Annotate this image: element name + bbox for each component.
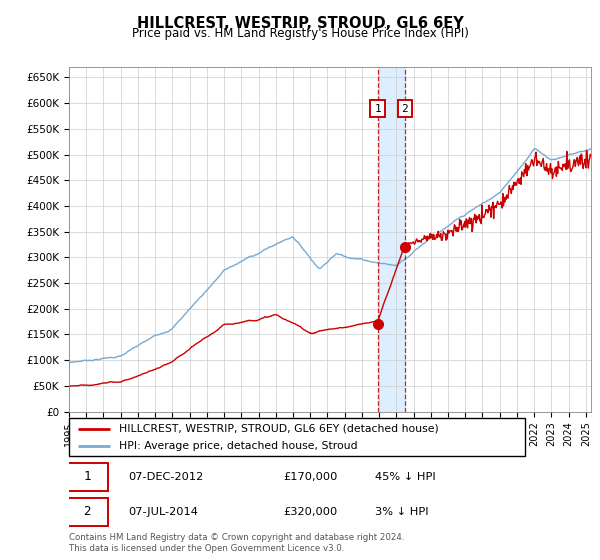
Text: 1: 1 [83,470,91,483]
Text: 1: 1 [374,104,381,114]
Text: 2: 2 [401,104,409,114]
Text: Contains HM Land Registry data © Crown copyright and database right 2024.
This d: Contains HM Land Registry data © Crown c… [69,533,404,553]
Text: 45% ↓ HPI: 45% ↓ HPI [374,472,435,482]
Text: HPI: Average price, detached house, Stroud: HPI: Average price, detached house, Stro… [119,441,358,451]
Text: 07-JUL-2014: 07-JUL-2014 [128,507,198,517]
FancyBboxPatch shape [67,498,108,526]
Text: 07-DEC-2012: 07-DEC-2012 [128,472,203,482]
FancyBboxPatch shape [67,463,108,491]
Text: £320,000: £320,000 [283,507,338,517]
Text: HILLCREST, WESTRIP, STROUD, GL6 6EY (detached house): HILLCREST, WESTRIP, STROUD, GL6 6EY (det… [119,423,439,433]
Text: 2: 2 [83,505,91,518]
Text: £170,000: £170,000 [283,472,338,482]
Text: Price paid vs. HM Land Registry's House Price Index (HPI): Price paid vs. HM Land Registry's House … [131,27,469,40]
Bar [378,67,405,412]
FancyBboxPatch shape [69,418,525,456]
Text: HILLCREST, WESTRIP, STROUD, GL6 6EY: HILLCREST, WESTRIP, STROUD, GL6 6EY [137,16,463,31]
Text: 3% ↓ HPI: 3% ↓ HPI [374,507,428,517]
